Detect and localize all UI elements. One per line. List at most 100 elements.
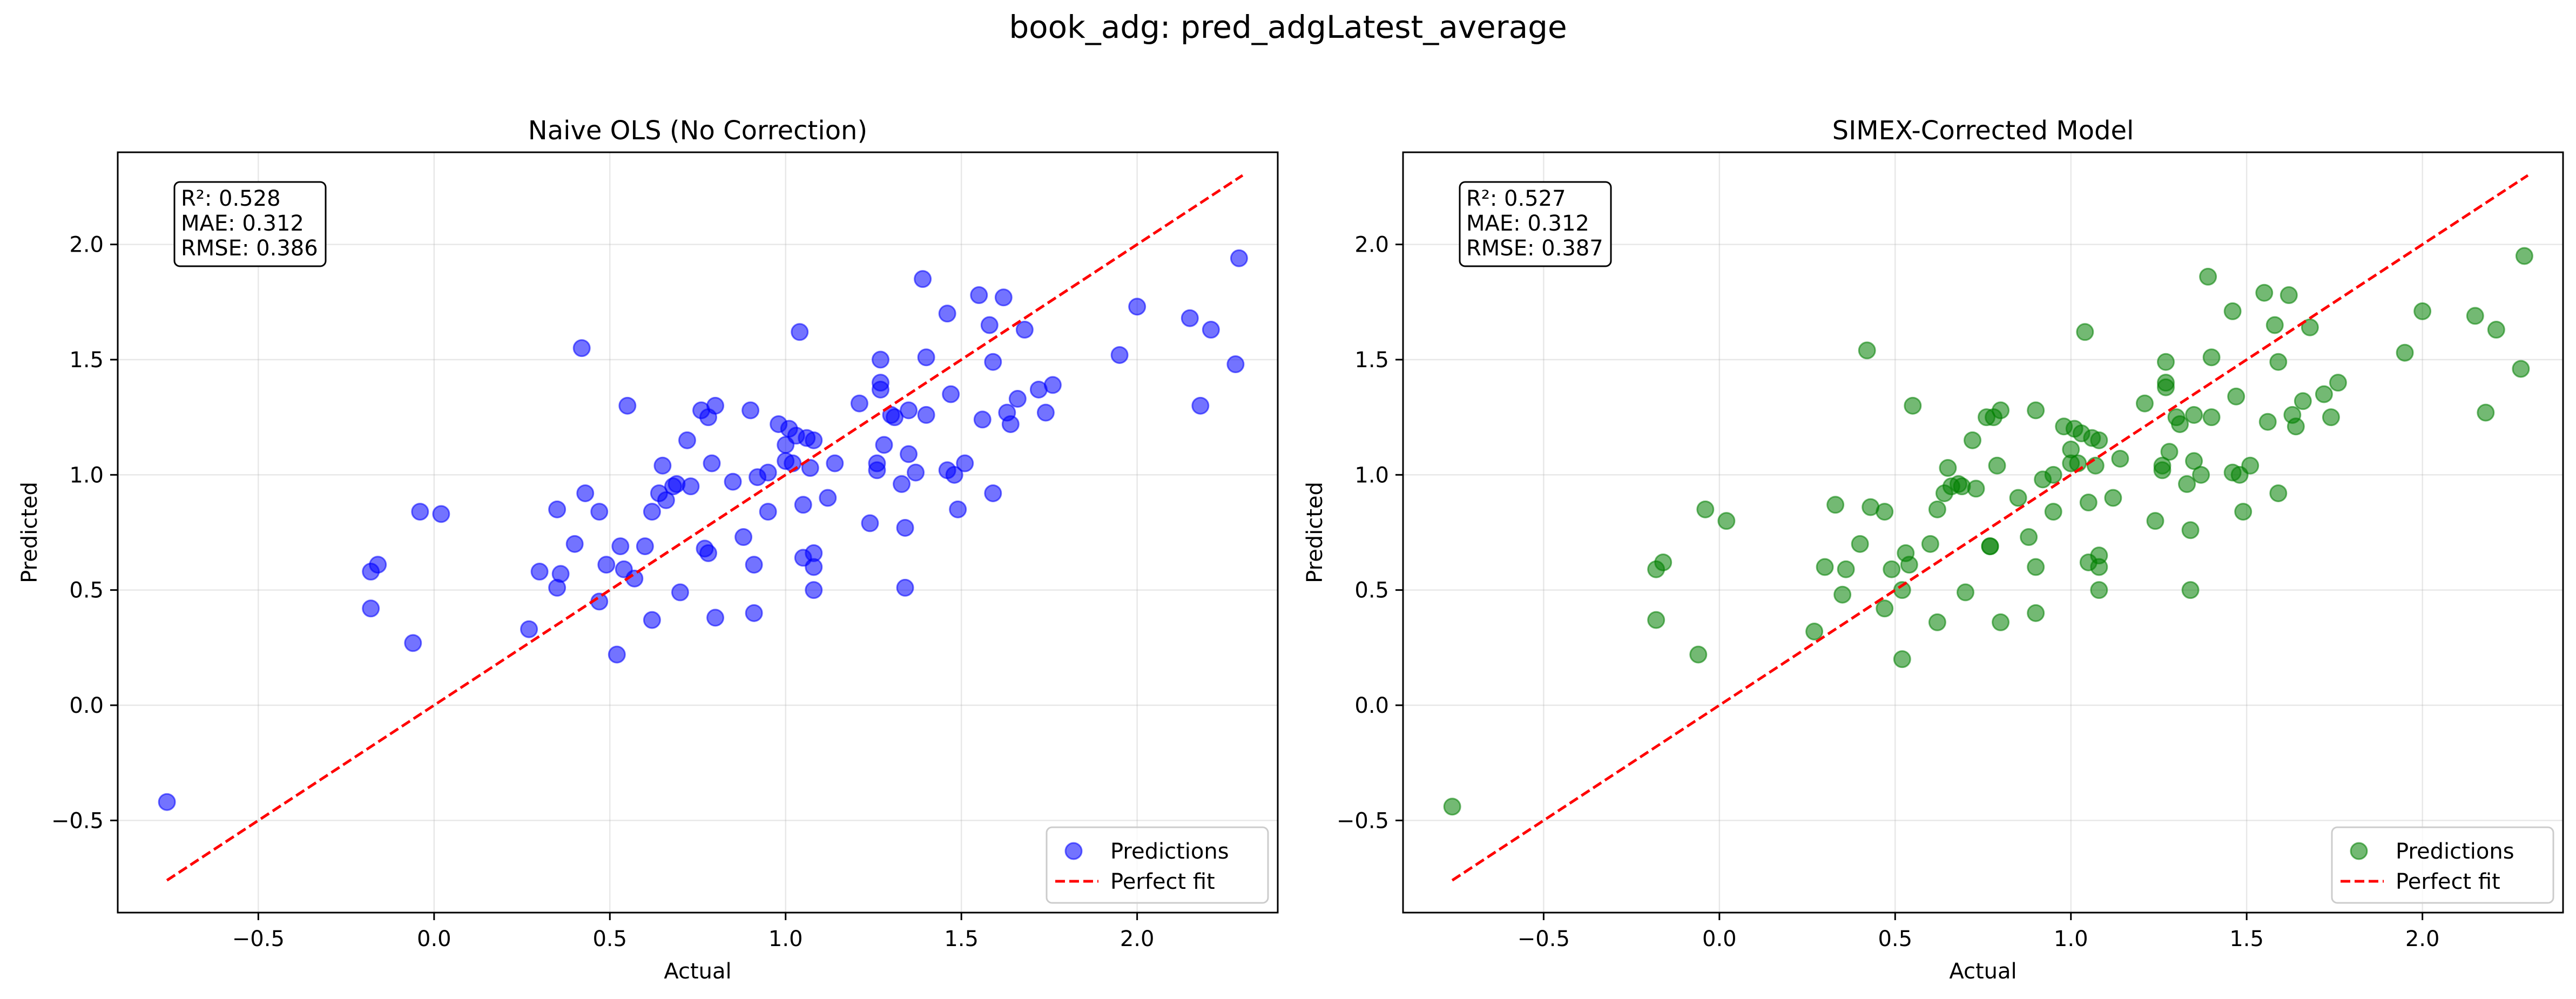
scatter-point <box>2146 512 2164 530</box>
scatter-point <box>893 475 911 493</box>
scatter-point <box>1689 645 1708 664</box>
scatter-point <box>1001 415 1020 433</box>
perfect-fit-line <box>166 174 1244 882</box>
scatter-point <box>2027 558 2045 576</box>
scatter-point <box>2234 503 2253 521</box>
scatter-point <box>2487 321 2505 339</box>
scatter-point <box>794 496 812 514</box>
scatter-point <box>2413 302 2432 320</box>
scatter-point <box>2466 307 2484 325</box>
legend-label-perfect-fit: Perfect fit <box>1110 869 1215 894</box>
scatter-point <box>2181 521 2200 539</box>
scatter-point <box>871 374 889 392</box>
scatter-point <box>2280 286 2298 305</box>
scatter-point <box>900 445 918 463</box>
scatter-point <box>875 436 893 454</box>
scatter-point <box>1900 556 1918 574</box>
scatter-point <box>1110 346 1129 364</box>
scatter-point <box>917 348 935 367</box>
scatter-point <box>703 454 721 473</box>
scatter-point <box>973 410 992 429</box>
scatter-point <box>759 463 777 482</box>
scatter-point <box>1230 249 1248 267</box>
scatter-point <box>432 505 450 523</box>
scatter-point <box>1956 583 1974 602</box>
scatter-point <box>2223 302 2242 320</box>
scatter-point <box>2287 417 2305 436</box>
scatter-point <box>1876 599 1894 618</box>
y-tick-label: 0.0 <box>1354 693 1389 718</box>
scatter-point <box>724 473 742 491</box>
scatter-point <box>597 556 616 574</box>
y-tick-label: 1.0 <box>69 463 104 488</box>
y-axis-label: Predicted <box>17 482 42 583</box>
stats-line: R²: 0.527 <box>1466 186 1566 211</box>
scatter-point <box>2185 452 2203 470</box>
scatter-point <box>678 431 696 449</box>
scatter-point <box>1858 341 1876 360</box>
scatter-point <box>699 544 718 562</box>
scatter-point <box>745 604 763 622</box>
scatter-point <box>2090 546 2108 565</box>
scatter-point <box>2192 465 2210 484</box>
scatter-point <box>871 350 889 369</box>
axes-frame <box>117 151 1279 914</box>
plot-panel-simex-corrected: −0.5 0.0 0.5 1.0 1.5 2.0 −0.5 0.0 0.5 1.0 1.5 2.0 SI… <box>1303 116 2564 984</box>
scatter-point <box>643 503 661 521</box>
scatter-point <box>2396 343 2414 362</box>
stats-line: MAE: 0.312 <box>1466 211 1589 236</box>
y-tick-label: −0.5 <box>1337 808 1389 833</box>
scatter-point <box>551 565 570 583</box>
scatter-point <box>636 537 654 556</box>
scatter-point <box>1036 403 1055 422</box>
scatter-point <box>1928 500 1946 518</box>
stats-line: RMSE: 0.386 <box>181 236 318 261</box>
x-axis-label: Actual <box>664 959 731 984</box>
scatter-point <box>608 645 626 664</box>
scatter-point <box>404 634 422 652</box>
scatter-point <box>942 385 960 403</box>
x-tick-label: 2.0 <box>1120 927 1155 951</box>
scatter-point <box>1939 459 1957 477</box>
scatter-point <box>805 431 823 449</box>
scatter-point <box>657 491 675 509</box>
scatter-point <box>2153 456 2172 475</box>
scatter-point <box>2202 408 2221 427</box>
x-axis-label: Actual <box>1949 959 2017 984</box>
legend-label-perfect-fit: Perfect fit <box>2396 869 2500 894</box>
scatter-point <box>805 581 823 599</box>
scatter-point <box>2160 443 2179 461</box>
x-tick-label: 1.0 <box>768 927 803 951</box>
x-tick-label: 0.0 <box>1702 927 1737 951</box>
scatter-point <box>745 556 763 574</box>
scatter-point <box>2104 489 2122 507</box>
scatter-point <box>2477 403 2495 422</box>
scatter-point <box>1988 456 2006 475</box>
scatter-point <box>590 503 609 521</box>
scatter-point <box>956 454 974 473</box>
scatter-point <box>2269 353 2288 371</box>
scatter-point <box>2181 581 2200 599</box>
scatter-point <box>826 454 844 473</box>
scatter-point <box>1443 798 1461 816</box>
scatter-point <box>2227 387 2245 406</box>
x-tick-label: 0.0 <box>417 927 451 951</box>
x-tick-label: 1.0 <box>2054 927 2088 951</box>
scatter-point <box>1805 622 1824 640</box>
scatter-point <box>734 528 753 546</box>
y-tick-label: 0.0 <box>69 693 104 718</box>
scatter-point <box>2156 374 2175 392</box>
scatter-point <box>1876 503 1894 521</box>
x-tick-label: 1.5 <box>2229 927 2264 951</box>
scatter-point <box>917 406 935 424</box>
scatter-point <box>1043 376 1062 394</box>
scatter-point <box>2171 415 2189 433</box>
scatter-point <box>158 793 176 811</box>
scatter-point <box>2079 494 2098 512</box>
legend-label-predictions: Predictions <box>2396 839 2514 864</box>
scatter-point <box>2090 581 2108 599</box>
scatter-point <box>2269 484 2288 502</box>
scatter-point <box>949 500 967 518</box>
y-tick-label: 1.5 <box>1354 348 1389 373</box>
